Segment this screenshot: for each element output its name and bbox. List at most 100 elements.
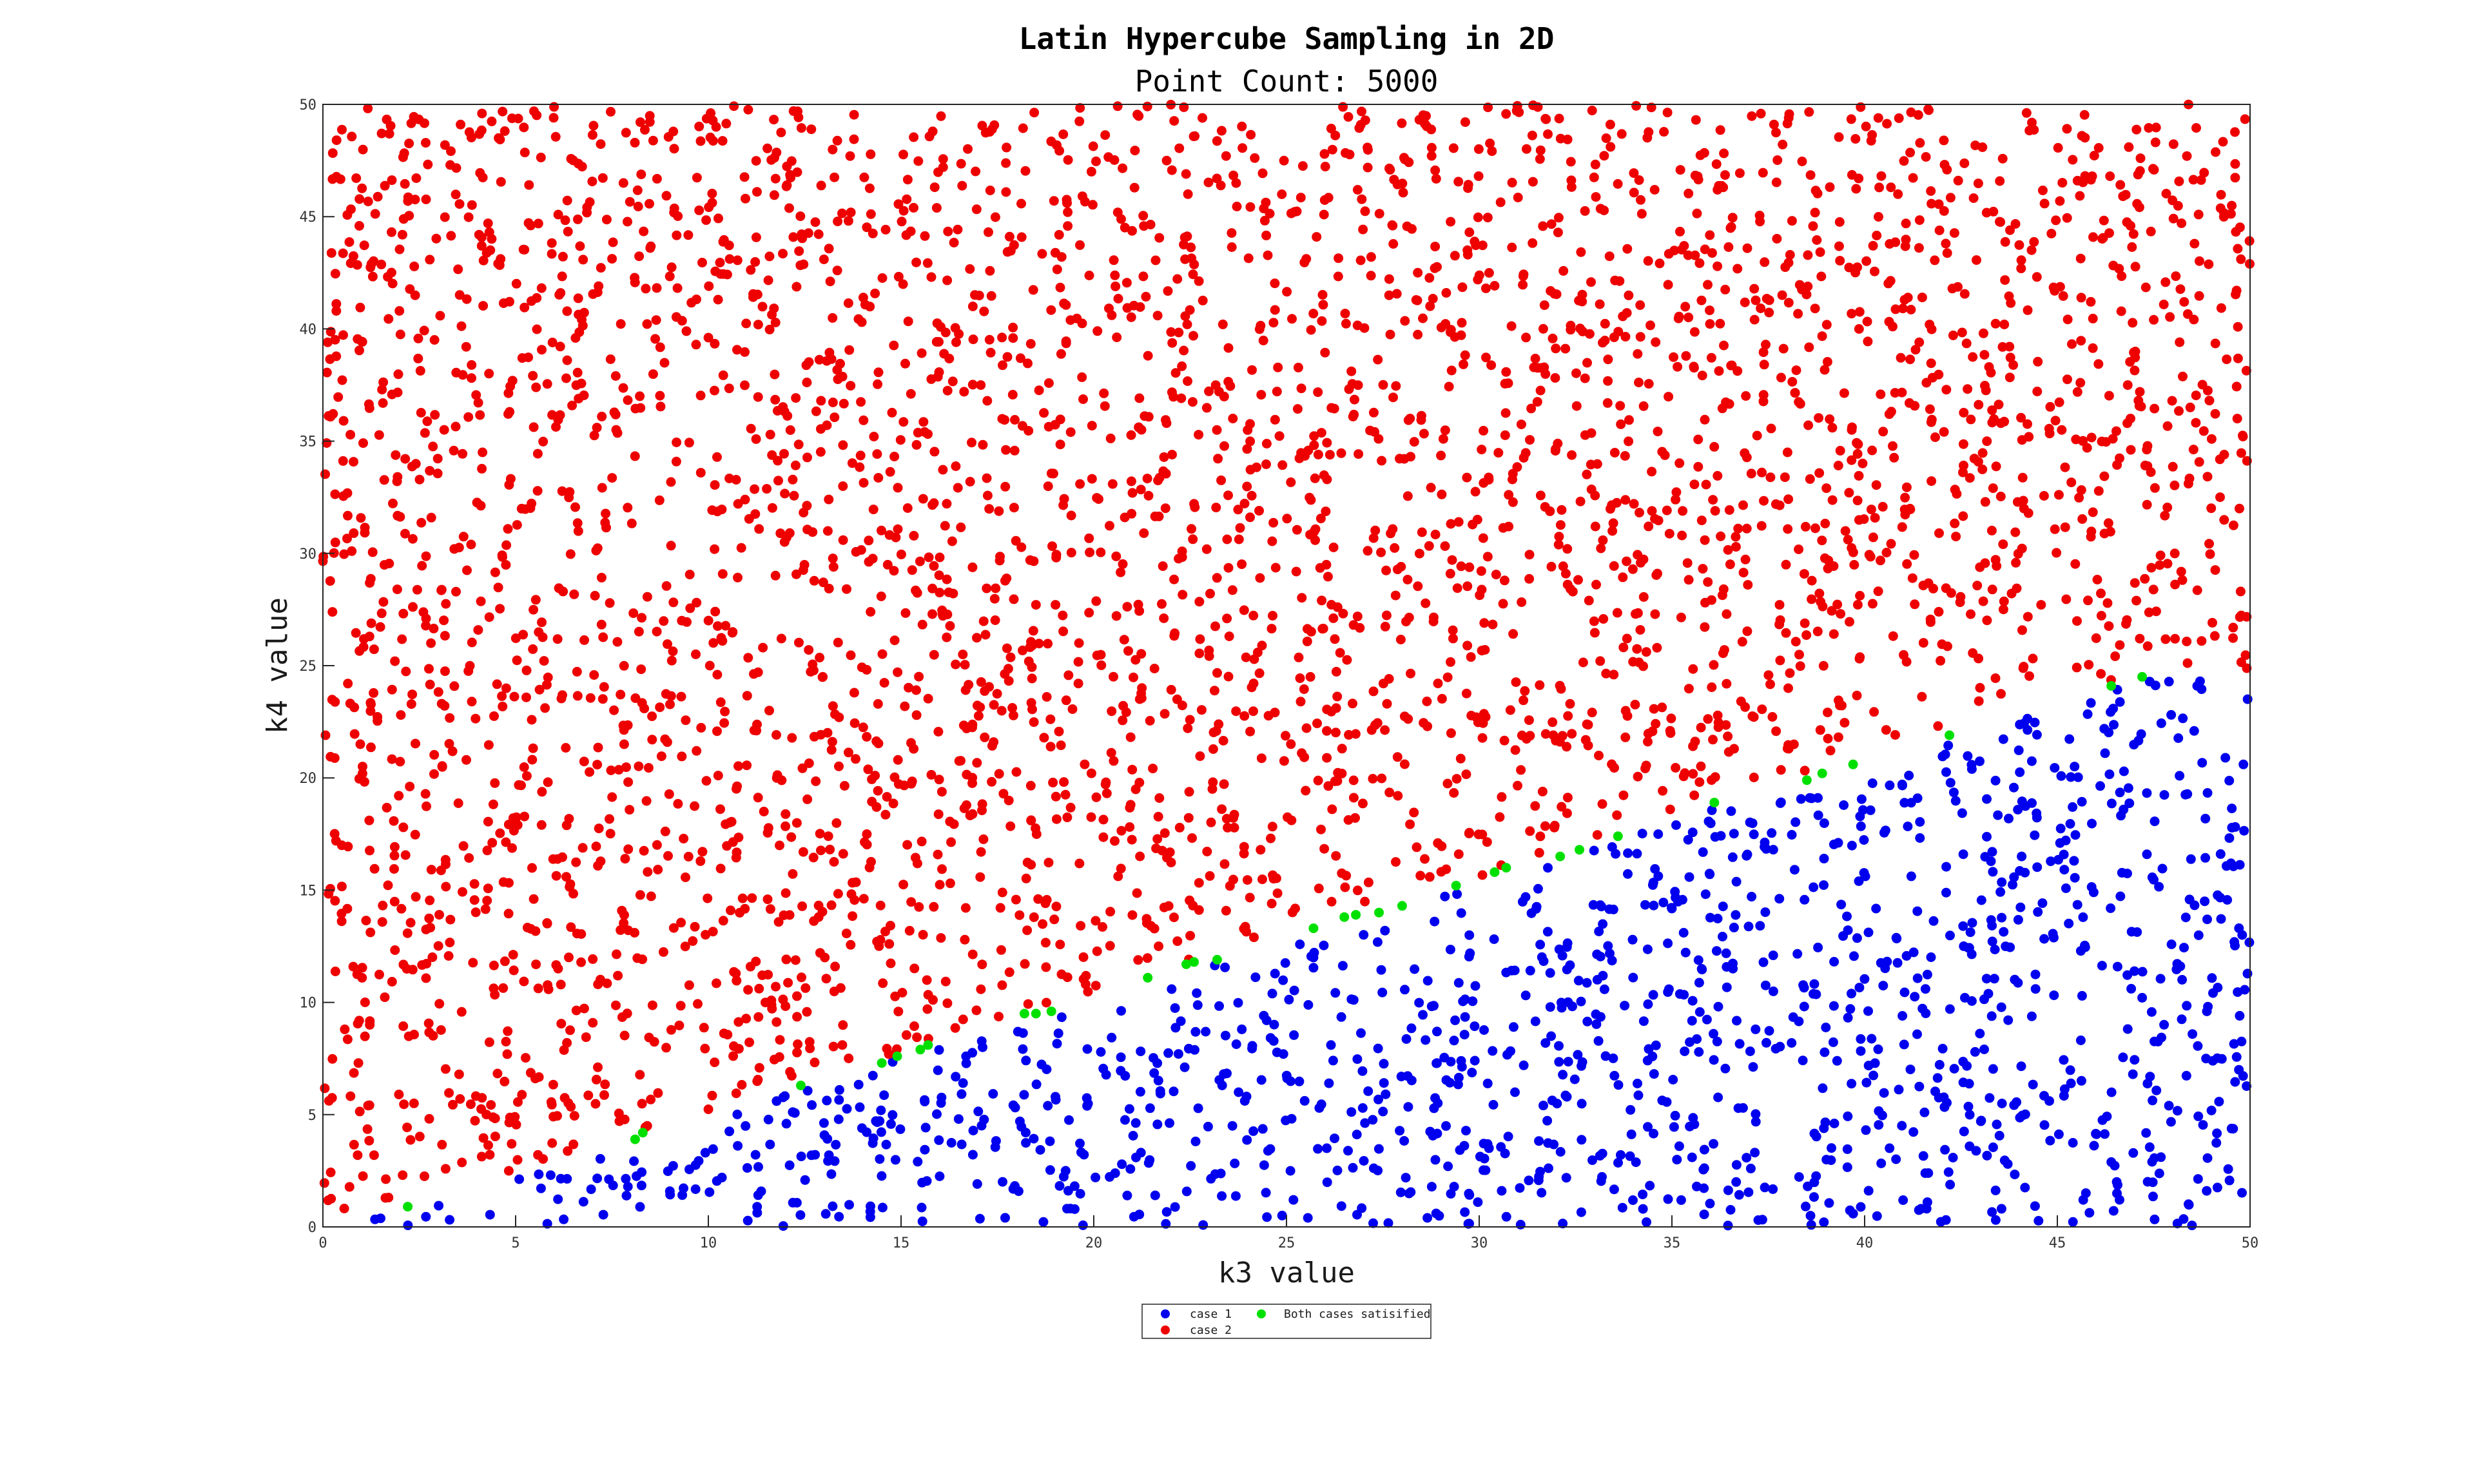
point-case-1 — [1593, 1036, 1604, 1046]
point-case-1 — [1705, 1199, 1715, 1209]
point-case-2 — [880, 809, 891, 820]
point-case-2 — [1122, 602, 1132, 612]
point-case-2 — [625, 197, 635, 207]
point-case-2 — [2216, 303, 2226, 313]
point-case-2 — [1854, 653, 1865, 664]
point-case-2 — [402, 928, 412, 938]
point-case-1 — [2141, 1128, 2151, 1138]
point-case-1 — [2148, 1191, 2158, 1202]
point-case-1 — [1809, 882, 1819, 892]
point-case-2 — [1039, 408, 1049, 418]
point-case-2 — [331, 306, 342, 316]
point-case-2 — [898, 417, 909, 427]
point-case-2 — [431, 233, 442, 244]
point-case-1 — [1819, 818, 1829, 828]
point-case-2 — [655, 390, 665, 401]
point-case-2 — [444, 738, 454, 749]
point-case-2 — [819, 255, 829, 264]
point-case-2 — [695, 136, 706, 146]
point-case-2 — [414, 1132, 425, 1142]
point-case-2 — [344, 1182, 354, 1192]
point-case-2 — [978, 834, 989, 844]
point-case-2 — [1227, 242, 1237, 252]
point-case-2 — [1354, 123, 1364, 133]
point-case-2 — [1341, 871, 1352, 881]
point-case-1 — [1958, 1057, 1968, 1066]
point-case-1 — [1748, 1062, 1758, 1072]
point-case-2 — [1360, 115, 1370, 126]
point-case-2 — [1665, 728, 1676, 738]
point-case-2 — [911, 710, 922, 720]
point-case-2 — [2228, 633, 2238, 643]
point-case-1 — [1692, 1034, 1702, 1044]
point-case-2 — [1742, 626, 1752, 637]
point-case-2 — [1713, 722, 1723, 732]
point-case-2 — [352, 260, 362, 270]
point-case-2 — [1372, 718, 1383, 728]
point-case-2 — [924, 552, 934, 563]
point-case-2 — [636, 117, 645, 128]
point-case-2 — [785, 169, 795, 180]
point-case-1 — [2184, 1199, 2193, 1209]
point-case-1 — [1576, 996, 1586, 1007]
point-case-1 — [2203, 1001, 2213, 1012]
point-case-2 — [828, 1041, 839, 1052]
point-case-2 — [585, 767, 595, 777]
point-case-2 — [996, 706, 1007, 716]
point-case-1 — [1289, 1030, 1299, 1040]
point-case-1 — [1645, 1180, 1655, 1191]
point-case-2 — [1118, 559, 1128, 569]
point-case-2 — [872, 936, 882, 947]
point-case-2 — [1799, 569, 1809, 579]
point-case-2 — [1212, 136, 1222, 146]
point-case-1 — [1856, 794, 1867, 804]
point-case-2 — [1045, 714, 1056, 724]
point-case-2 — [788, 869, 798, 879]
point-case-2 — [568, 889, 578, 899]
point-case-2 — [1169, 912, 1179, 923]
point-case-2 — [1291, 566, 1301, 577]
point-case-2 — [365, 1016, 375, 1026]
point-case-2 — [855, 450, 866, 461]
point-case-2 — [1245, 202, 1256, 212]
point-case-2 — [672, 283, 683, 293]
point-case-2 — [1829, 629, 1839, 639]
point-case-2 — [1732, 264, 1743, 274]
point-case-2 — [591, 842, 601, 851]
point-case-2 — [1495, 197, 1506, 207]
point-case-2 — [1446, 519, 1456, 529]
point-case-2 — [1759, 360, 1769, 370]
point-case-2 — [909, 744, 919, 754]
point-case-2 — [866, 209, 876, 219]
point-case-2 — [681, 715, 691, 726]
point-case-1 — [1966, 760, 1977, 770]
point-case-2 — [2135, 633, 2145, 644]
point-case-2 — [1223, 822, 1233, 833]
point-case-2 — [606, 766, 616, 775]
point-case-2 — [1644, 379, 1654, 389]
point-case-2 — [1377, 456, 1387, 466]
point-case-2 — [488, 799, 498, 809]
point-case-2 — [1803, 420, 1814, 430]
point-case-2 — [2227, 200, 2237, 211]
point-case-1 — [1561, 1173, 1571, 1183]
point-case-2 — [1223, 671, 1234, 682]
point-case-1 — [1460, 994, 1470, 1005]
point-case-2 — [473, 625, 483, 635]
point-case-2 — [1800, 618, 1810, 628]
point-case-2 — [405, 284, 415, 294]
point-case-2 — [2189, 238, 2200, 249]
point-case-2 — [754, 1063, 764, 1073]
point-case-2 — [1204, 645, 1214, 655]
point-case-2 — [1676, 612, 1686, 622]
point-case-2 — [1613, 178, 1623, 189]
point-case-2 — [1202, 847, 1212, 856]
point-case-2 — [1974, 400, 1984, 410]
point-case-1 — [2122, 970, 2133, 980]
point-case-2 — [2150, 403, 2160, 414]
point-case-1 — [1488, 1100, 1499, 1110]
point-both-cases — [915, 1045, 926, 1055]
point-case-2 — [1653, 568, 1662, 579]
point-case-2 — [1737, 637, 1747, 647]
point-case-1 — [1713, 1092, 1723, 1103]
